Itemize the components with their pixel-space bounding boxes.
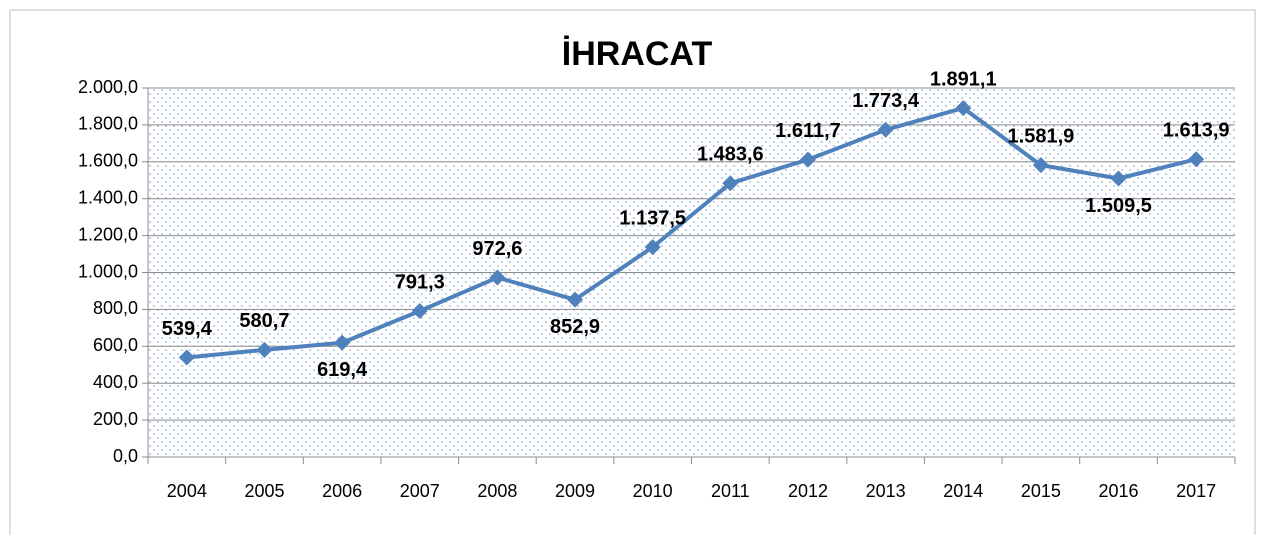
- x-tick-label: 2005: [244, 481, 284, 501]
- y-tick-label: 1.000,0: [78, 261, 138, 281]
- data-marker: [1110, 170, 1127, 187]
- data-label: 619,4: [317, 359, 368, 381]
- data-marker: [644, 239, 661, 256]
- y-tick-label: 800,0: [93, 298, 138, 318]
- data-marker: [799, 151, 816, 168]
- data-line: [186, 106, 1197, 360]
- y-tick-label: 400,0: [93, 372, 138, 392]
- x-tick-label: 2010: [633, 481, 673, 501]
- data-label: 791,3: [395, 271, 445, 293]
- x-tick-label: 2017: [1176, 481, 1216, 501]
- data-marker: [178, 349, 195, 366]
- data-marker: [722, 175, 739, 192]
- y-tick-label: 0,0: [113, 446, 138, 466]
- data-label: 1.483,6: [697, 144, 764, 166]
- y-tick-label: 1.800,0: [78, 114, 138, 134]
- data-marker: [1032, 157, 1049, 174]
- x-tick-label: 2011: [711, 481, 750, 501]
- data-marker: [955, 100, 972, 117]
- data-label: 1.581,9: [1008, 125, 1075, 147]
- data-label: 580,7: [239, 310, 289, 332]
- x-tick-label: 2016: [1099, 481, 1139, 501]
- data-marker: [256, 341, 273, 358]
- data-label: 1.613,9: [1163, 120, 1230, 142]
- chart-title: İHRACAT: [562, 35, 713, 73]
- data-label: 1.509,5: [1085, 195, 1152, 217]
- data-label: 1.611,7: [775, 120, 841, 142]
- x-tick-label: 2013: [866, 481, 906, 501]
- data-label: 1.137,5: [619, 207, 686, 229]
- data-label: 972,6: [472, 238, 522, 260]
- data-marker: [334, 334, 351, 351]
- y-tick-label: 2.000,0: [78, 77, 138, 97]
- data-label: 1.773,4: [852, 90, 920, 112]
- data-marker: [567, 291, 584, 308]
- x-tick-label: 2006: [322, 481, 362, 501]
- data-marker: [489, 269, 506, 286]
- y-tick-label: 200,0: [93, 409, 138, 429]
- y-tick-label: 1.200,0: [78, 224, 138, 244]
- data-marker: [1188, 151, 1205, 168]
- data-label: 1.891,1: [930, 68, 997, 90]
- y-tick-label: 600,0: [93, 335, 138, 355]
- y-tick-label: 1.400,0: [78, 187, 138, 207]
- data-label: 852,9: [550, 316, 600, 338]
- x-tick-label: 2014: [943, 481, 983, 501]
- data-marker: [877, 121, 894, 138]
- x-tick-label: 2008: [477, 481, 517, 501]
- data-label: 539,4: [162, 318, 213, 340]
- x-tick-label: 2004: [167, 481, 207, 501]
- x-tick-label: 2009: [555, 481, 595, 501]
- x-tick-label: 2015: [1021, 481, 1061, 501]
- y-tick-label: 1.600,0: [78, 151, 138, 171]
- x-tick-label: 2007: [400, 481, 440, 501]
- data-marker: [411, 303, 428, 320]
- x-tick-label: 2012: [788, 481, 828, 501]
